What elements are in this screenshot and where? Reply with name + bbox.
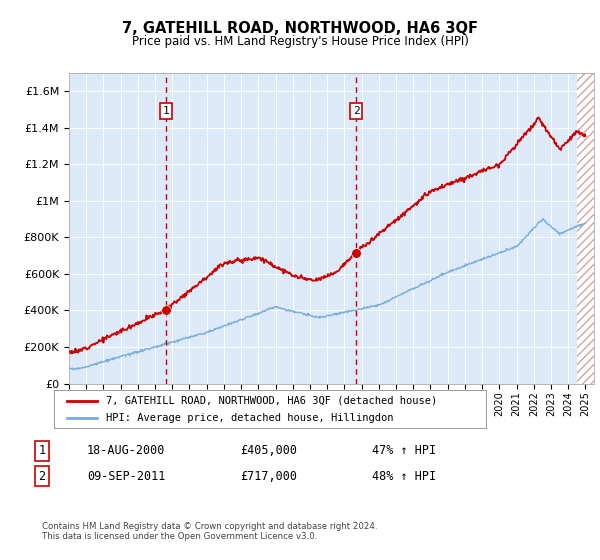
Text: 48% ↑ HPI: 48% ↑ HPI bbox=[372, 469, 436, 483]
Text: 18-AUG-2000: 18-AUG-2000 bbox=[87, 444, 166, 458]
Text: Contains HM Land Registry data © Crown copyright and database right 2024.
This d: Contains HM Land Registry data © Crown c… bbox=[42, 522, 377, 542]
Text: 47% ↑ HPI: 47% ↑ HPI bbox=[372, 444, 436, 458]
Text: Price paid vs. HM Land Registry's House Price Index (HPI): Price paid vs. HM Land Registry's House … bbox=[131, 35, 469, 48]
Text: HPI: Average price, detached house, Hillingdon: HPI: Average price, detached house, Hill… bbox=[106, 413, 394, 423]
Text: 1: 1 bbox=[38, 444, 46, 458]
Text: 1: 1 bbox=[163, 106, 169, 116]
Text: 7, GATEHILL ROAD, NORTHWOOD, HA6 3QF (detached house): 7, GATEHILL ROAD, NORTHWOOD, HA6 3QF (de… bbox=[106, 395, 437, 405]
Text: 7, GATEHILL ROAD, NORTHWOOD, HA6 3QF: 7, GATEHILL ROAD, NORTHWOOD, HA6 3QF bbox=[122, 21, 478, 36]
Text: 09-SEP-2011: 09-SEP-2011 bbox=[87, 469, 166, 483]
Text: £717,000: £717,000 bbox=[240, 469, 297, 483]
Text: 2: 2 bbox=[38, 469, 46, 483]
Text: 2: 2 bbox=[353, 106, 359, 116]
Text: £405,000: £405,000 bbox=[240, 444, 297, 458]
